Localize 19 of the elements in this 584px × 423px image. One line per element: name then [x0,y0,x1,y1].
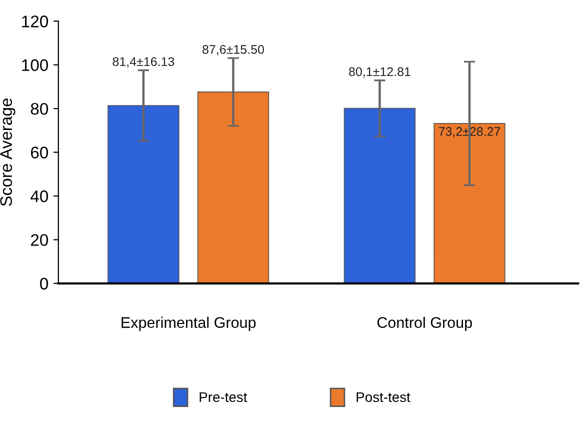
y-tick-label: 80 [30,102,48,115]
y-tick-label: 120 [22,16,48,28]
bar [197,92,270,284]
y-tick-label: 40 [30,190,48,202]
x-tick-label: Control Group [377,316,472,331]
y-tick-label: 20 [30,234,48,246]
data-label: 81,4±16.13 [112,57,174,68]
data-label: 87,6±15.50 [202,45,264,56]
data-label: 80,1±12.81 [349,67,410,78]
y-axis-title: Score Average [0,98,16,206]
legend-label: Pre-test [200,392,248,402]
legend-label: Post-test [356,392,410,402]
bar [108,105,180,284]
bar [344,108,416,284]
y-tick-label: 0 [40,278,48,290]
y-tick-label: 60 [30,146,48,158]
bar [434,123,506,284]
y-tick-label: 100 [22,59,48,72]
x-tick-label: Experimental Group [122,316,256,331]
